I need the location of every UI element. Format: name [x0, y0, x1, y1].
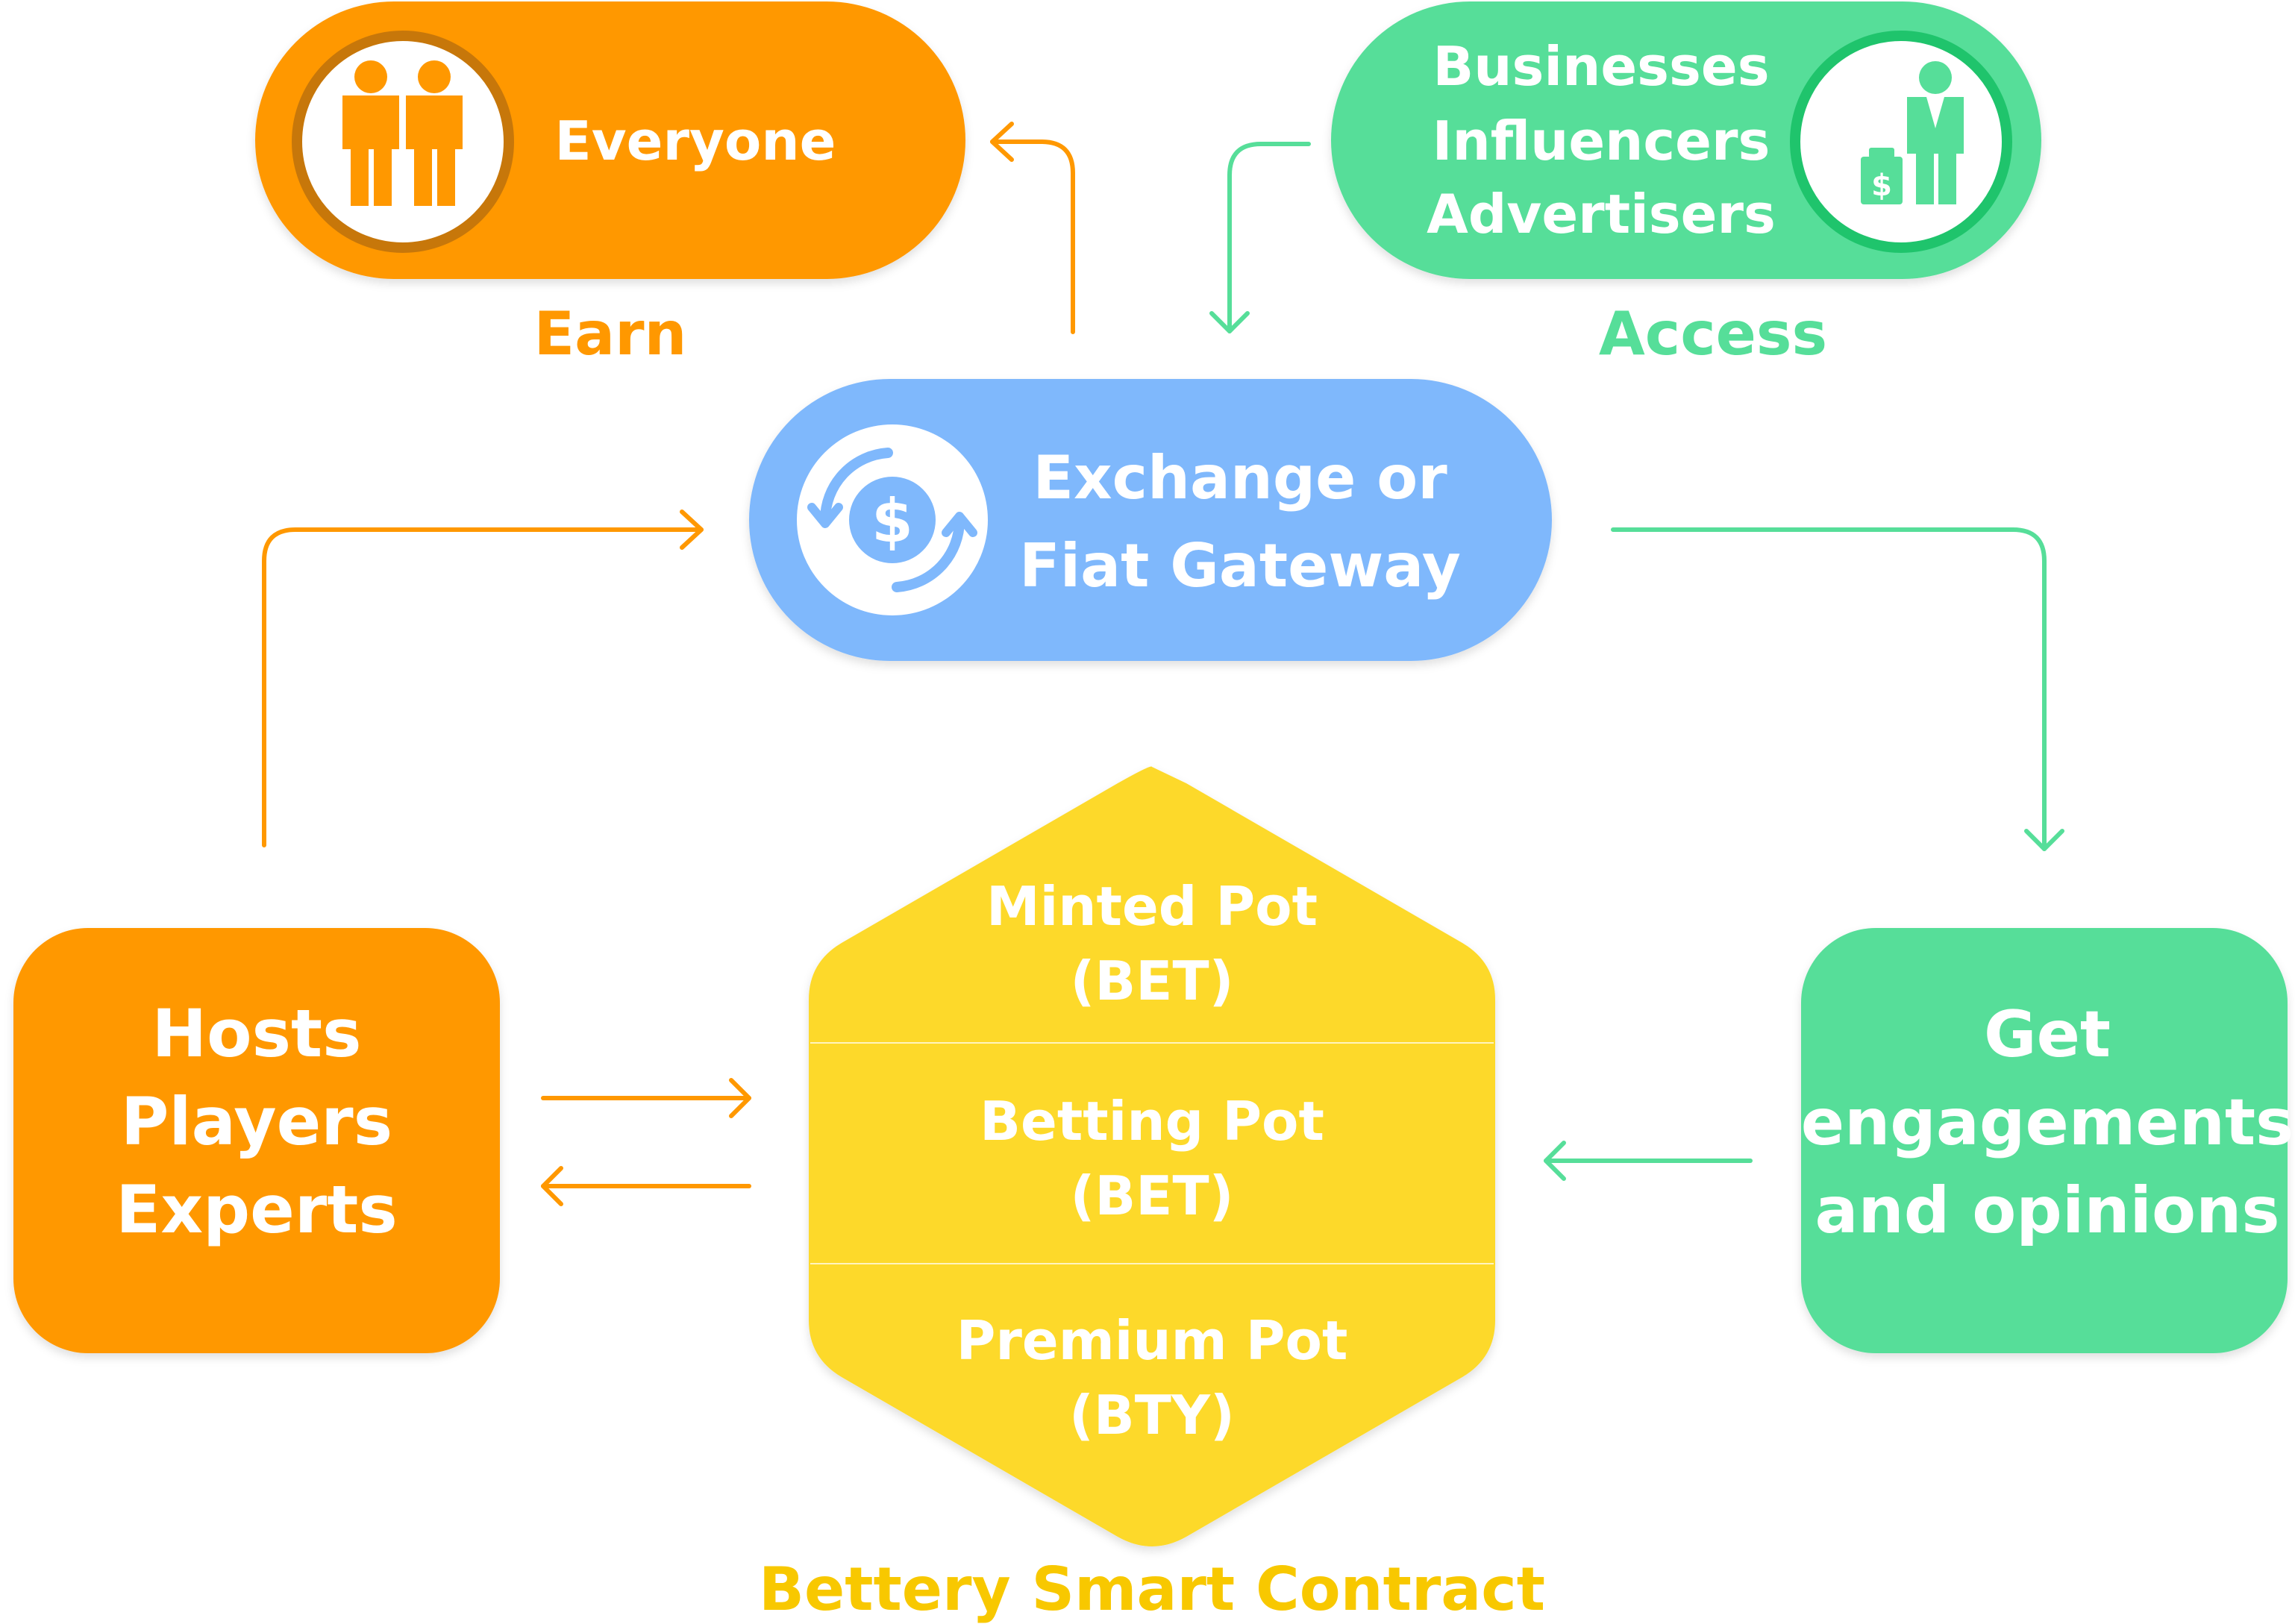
- arrow-gateway-to-engagements: [1611, 527, 2047, 851]
- engagements-line-3: and opinions: [1815, 1173, 2279, 1248]
- svg-text:$: $: [871, 486, 913, 556]
- businessman-money-icon: $: [1861, 61, 1964, 204]
- premium-pot-token: (BTY): [1069, 1384, 1235, 1446]
- betting-pot-name: Betting Pot: [980, 1090, 1324, 1153]
- arrow-gateway-to-everyone: [990, 139, 1075, 334]
- everyone-icon-ring: [292, 31, 514, 253]
- businesses-line-3: Advertisers: [1427, 183, 1776, 245]
- engagements-line-2: engagements: [1801, 1085, 2294, 1160]
- businesses-line-2: Influencers: [1433, 110, 1770, 172]
- betting-pot-token: (BET): [1071, 1164, 1234, 1227]
- node-engagements: Get engagements and opinions: [1801, 928, 2294, 1353]
- businesses-line-1: Businesses: [1433, 35, 1769, 98]
- minted-pot-name: Minted Pot: [986, 875, 1318, 938]
- everyone-label: Everyone: [555, 110, 836, 172]
- contract-caption: Bettery Smart Contract: [759, 1555, 1545, 1624]
- arrow-businesses-to-gateway: [1227, 142, 1311, 333]
- arrowhead-engagements: [2024, 829, 2064, 851]
- node-hosts: Hosts Players Experts: [13, 928, 500, 1353]
- hosts-line-2: Players: [121, 1083, 392, 1160]
- arrowhead-contract-right: [1544, 1141, 1566, 1181]
- people-icon: [342, 60, 463, 206]
- gateway-line-1: Exchange or: [1033, 443, 1447, 512]
- arrow-hosts-to-gateway: [262, 527, 704, 847]
- hosts-line-3: Experts: [116, 1171, 397, 1248]
- earn-caption: Earn: [533, 299, 686, 369]
- arrowhead-hosts: [541, 1166, 563, 1206]
- access-caption: Access: [1599, 299, 1827, 369]
- arrowhead-contract-left: [729, 1078, 751, 1118]
- node-gateway: $ Exchange or Fiat Gateway: [749, 379, 1552, 661]
- hosts-line-1: Hosts: [152, 995, 362, 1072]
- currency-exchange-icon: $: [807, 448, 977, 592]
- arrowhead-everyone: [990, 122, 1014, 162]
- contract-hexagon: [809, 766, 1495, 1546]
- minted-pot-token: (BET): [1071, 950, 1234, 1012]
- node-businesses: $ Businesses Influencers Advertisers: [1331, 1, 2041, 279]
- gateway-line-2: Fiat Gateway: [1019, 531, 1461, 601]
- node-smart-contract: Minted Pot (BET) Betting Pot (BET) Premi…: [809, 766, 1495, 1546]
- businesses-icon-ring: [1790, 31, 2012, 253]
- connectors: [262, 122, 2064, 1206]
- arrowhead-gateway-top: [1209, 311, 1250, 333]
- node-everyone: Everyone: [255, 1, 965, 279]
- premium-pot-name: Premium Pot: [956, 1309, 1348, 1372]
- svg-text:$: $: [1871, 169, 1892, 203]
- hosts-box: [13, 928, 500, 1353]
- engagements-line-1: Get: [1984, 997, 2111, 1072]
- engagements-box: [1801, 928, 2288, 1353]
- arrowhead-gateway-left: [680, 510, 704, 550]
